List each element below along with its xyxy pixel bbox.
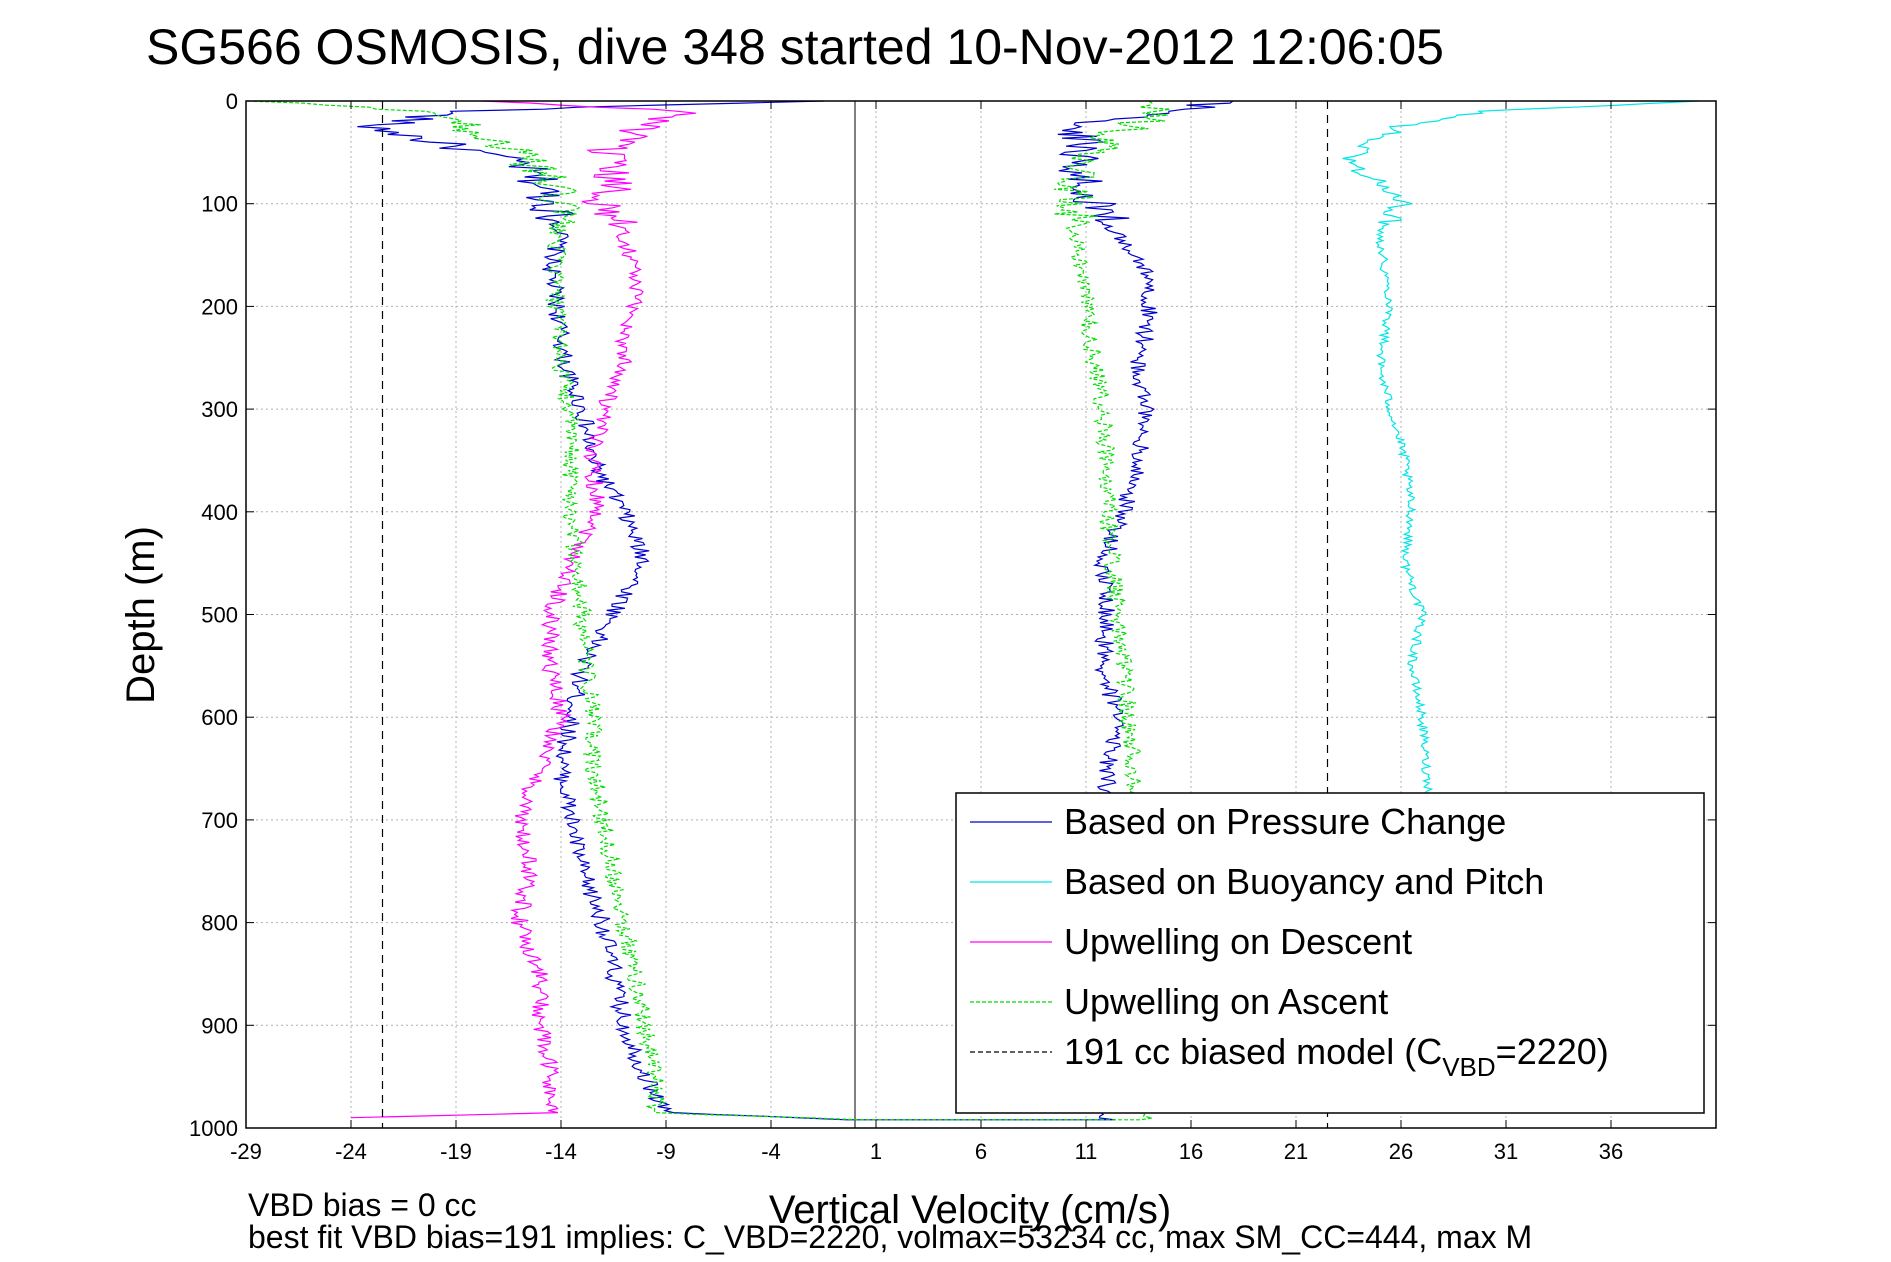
y-tick-label: 0 [226, 89, 238, 114]
footer-vbd-bias: VBD bias = 0 cc [248, 1187, 477, 1223]
x-tick-label: -4 [761, 1139, 781, 1164]
x-tick-label: -9 [656, 1139, 676, 1164]
series-layer [247, 100, 1699, 1128]
series-upwelling-on-descent [350, 100, 696, 1119]
y-tick-label: 100 [201, 192, 238, 217]
y-tick-label: 800 [201, 911, 238, 936]
x-tick-label: 1 [870, 1139, 882, 1164]
x-tick-label: 36 [1599, 1139, 1623, 1164]
y-axis-label: Depth (m) [119, 526, 163, 704]
x-tick-label: 31 [1494, 1139, 1518, 1164]
legend-label: 191 cc biased model (CVBD=2220) [1064, 1031, 1609, 1082]
y-tick-label: 600 [201, 705, 238, 730]
x-tick-label: 21 [1284, 1139, 1308, 1164]
x-tick-label: 11 [1075, 1139, 1098, 1164]
x-axis-label: Vertical Velocity (cm/s) [769, 1188, 1171, 1232]
footer-best-fit: best fit VBD bias=191 implies: C_VBD=222… [248, 1219, 1532, 1255]
x-tick-label: 6 [975, 1139, 987, 1164]
x-tick-label: -24 [335, 1139, 367, 1164]
legend-label: Based on Buoyancy and Pitch [1064, 861, 1544, 902]
x-tick-label: 16 [1179, 1139, 1203, 1164]
legend-label: Based on Pressure Change [1064, 801, 1506, 842]
x-tick-label: -29 [230, 1139, 262, 1164]
y-tick-label: 500 [201, 603, 238, 628]
x-tick-label: -14 [545, 1139, 577, 1164]
legend-label: Upwelling on Descent [1064, 921, 1412, 962]
x-tick-label: 26 [1389, 1139, 1413, 1164]
series-based-on-pressure-change [357, 100, 1234, 1121]
y-tick-label: 400 [201, 500, 238, 525]
y-tick-label: 1000 [189, 1116, 238, 1141]
chart-title: SG566 OSMOSIS, dive 348 started 10-Nov-2… [146, 19, 1444, 75]
y-tick-labels: 0 100 200 300 400 500 600 700 800 900 1000 [189, 89, 1716, 1141]
x-tick-labels: -29 -24 -19 -14 -9 -4 1 6 11 16 21 26 31 36 [230, 101, 1623, 1164]
legend: Based on Pressure Change Based on Buoyanc… [955, 792, 1705, 1114]
legend-label: Upwelling on Ascent [1064, 981, 1388, 1022]
legend-box [955, 792, 1705, 1114]
y-tick-label: 200 [201, 294, 238, 319]
y-tick-label: 300 [201, 397, 238, 422]
y-tick-label: 700 [201, 808, 238, 833]
series-upwelling-on-ascent [247, 100, 1171, 1121]
x-tick-label: -19 [440, 1139, 472, 1164]
y-tick-label: 900 [201, 1013, 238, 1038]
